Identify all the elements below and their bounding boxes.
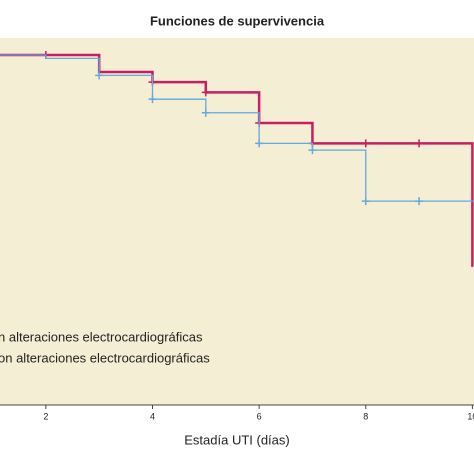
survival-curve xyxy=(0,54,474,202)
x-tick-label: 4 xyxy=(150,411,155,421)
plot-area xyxy=(0,38,474,405)
censor-mark xyxy=(255,139,264,148)
censor-mark xyxy=(415,139,424,148)
censor-mark xyxy=(95,71,104,80)
censor-mark xyxy=(415,197,424,206)
censor-mark xyxy=(148,95,157,104)
censor-mark xyxy=(361,139,370,148)
x-tick-label: 6 xyxy=(257,411,262,421)
x-axis-label: Estadía UTI (días) xyxy=(184,432,289,447)
legend-label: on alteraciones electrocardiográficas xyxy=(0,350,210,365)
plot-marks xyxy=(0,50,474,267)
x-tick-label: 2 xyxy=(43,411,48,421)
censor-mark xyxy=(201,88,210,97)
x-tick-label: 10 xyxy=(467,411,474,421)
censor-mark xyxy=(361,197,370,206)
censor-mark xyxy=(308,146,317,155)
legend-label: n alteraciones electrocardiográficas xyxy=(0,329,203,344)
censor-mark xyxy=(201,108,210,117)
x-tick-label: 8 xyxy=(363,411,368,421)
chart-title: Funciones de supervivencia xyxy=(150,13,325,28)
